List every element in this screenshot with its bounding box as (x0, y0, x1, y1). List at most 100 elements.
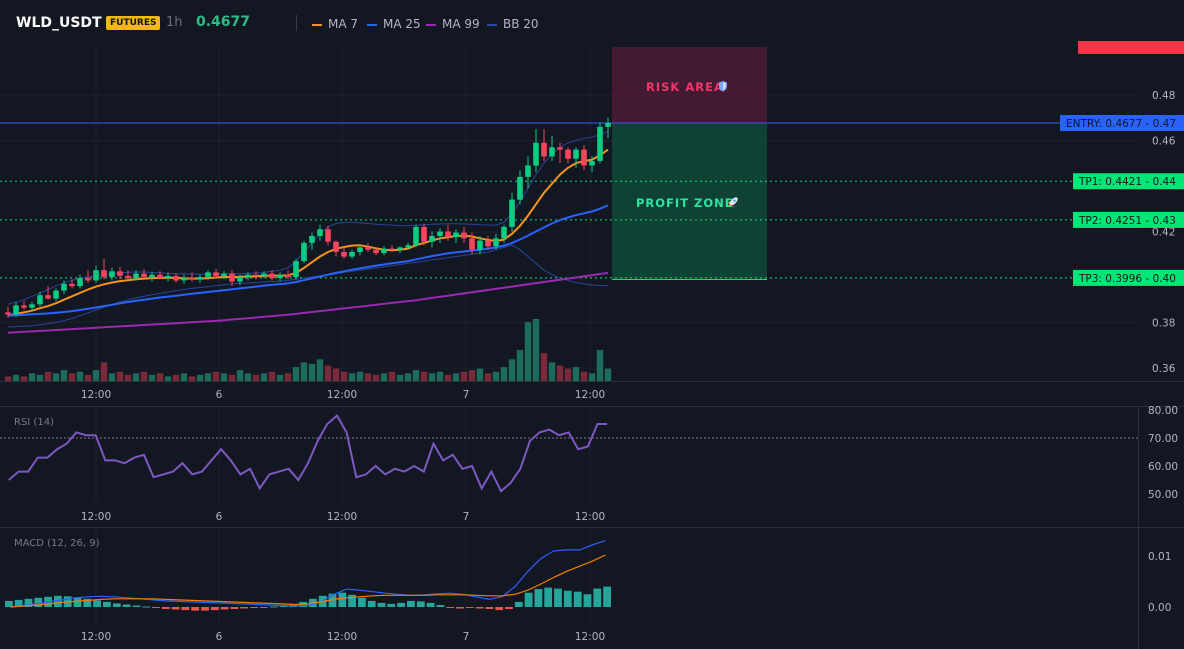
macd-histogram-bar (54, 595, 62, 607)
rsi-pane[interactable] (0, 414, 1138, 493)
macd-time-label: 12:00 (81, 631, 111, 643)
candle-body (565, 149, 571, 159)
macd-histogram-bar (103, 601, 111, 607)
volume-bar (276, 374, 284, 381)
legend-ma25[interactable]: MA 25 (367, 16, 421, 32)
volume-bar (596, 350, 604, 381)
candle-body (317, 229, 323, 236)
macd-histogram-bar (210, 607, 219, 611)
legend-ma25-label: MA 25 (383, 17, 421, 31)
macd-histogram-bar (14, 599, 23, 607)
candle-body (173, 275, 179, 281)
candle-body (357, 247, 363, 252)
macd-histogram-bar (573, 591, 582, 607)
volume-bar (348, 373, 356, 382)
macd-title: MACD (12, 26, 9) (14, 538, 100, 549)
candle-body (229, 273, 235, 282)
volume-bar (604, 368, 612, 381)
volume-bar (100, 362, 108, 381)
macd-histogram-bar (495, 607, 504, 611)
symbol-label[interactable]: WLD_USDT (16, 15, 102, 31)
volume-bar (324, 365, 332, 381)
volume-bar (20, 376, 28, 382)
candle-body (493, 238, 499, 247)
volume-bar (564, 368, 572, 381)
rsi-axis[interactable]: 80.00 70.00 60.00 50.00 (1148, 405, 1178, 501)
volume-bar (52, 373, 60, 382)
macd-histogram-bar (446, 607, 455, 608)
candle-body (349, 252, 355, 257)
profit-zone[interactable] (612, 124, 767, 279)
volume-bar (36, 374, 44, 381)
bb20-swatch (487, 23, 497, 26)
macd-histogram-bar (367, 600, 376, 607)
time-axes[interactable]: 12:00 6 12:00 7 12:00 12:00 6 12:00 7 12:00 12:00 6… (81, 389, 605, 643)
volume-bar (148, 374, 156, 381)
macd-time-label: 7 (463, 631, 470, 643)
candle-body (437, 231, 443, 236)
volume-bar (580, 371, 588, 381)
macd-histogram-bar (171, 607, 180, 610)
volume-bar (476, 368, 484, 381)
volume-bar (340, 371, 348, 381)
macd-histogram-bar (358, 597, 366, 607)
price-axis-label: 0.36 (1152, 363, 1176, 375)
candle-body (501, 226, 507, 239)
candle-body (205, 272, 211, 277)
macd-histogram-bar (505, 607, 513, 609)
risk-area-zone[interactable] (612, 47, 767, 124)
volume-bar (532, 319, 540, 381)
legend-bb20[interactable]: BB 20 (487, 16, 539, 32)
volume-bar (212, 371, 220, 381)
volume-bar (28, 373, 36, 382)
candle-body (365, 247, 371, 250)
macd-pane[interactable] (5, 540, 611, 611)
ma7-swatch (312, 23, 322, 26)
price-axis-label: 0.46 (1152, 136, 1176, 148)
volume-bar (60, 370, 68, 381)
entry-tag-text: ENTRY: 0.4677 - 0.47 (1066, 118, 1176, 130)
volume-bar (132, 373, 140, 382)
profit-zone-label: PROFIT ZONE (636, 196, 734, 210)
legend-ma99[interactable]: MA 99 (426, 16, 480, 32)
macd-time-label: 12:00 (575, 631, 605, 643)
volume-bar (556, 365, 564, 381)
candle-body (549, 147, 555, 157)
legend-ma7[interactable]: MA 7 (312, 16, 358, 32)
volume-bar (420, 371, 428, 381)
macd-histogram-bar (201, 607, 209, 611)
volume-bar (492, 371, 500, 381)
volume-bar (156, 373, 164, 382)
volume-bar (300, 362, 308, 381)
chart-header: WLD_USDT FUTURES 1h 0.4677 MA 7 MA 25 MA… (0, 0, 1184, 46)
tp2-tag-text: TP2: 0.4251 - 0.43 (1078, 215, 1176, 227)
candle-body (53, 290, 59, 299)
candlesticks[interactable] (5, 117, 611, 318)
volume-bar (44, 371, 52, 381)
macd-histogram-bar (259, 607, 268, 608)
macd-histogram-bar (377, 602, 386, 607)
macd-histogram-bar (524, 592, 533, 607)
price-axis[interactable]: 0.48 0.46 0.42 0.38 0.36 (1152, 90, 1176, 375)
candle-body (165, 275, 171, 279)
candle-body (557, 147, 563, 150)
candle-body (5, 312, 11, 315)
volume-bar (364, 373, 372, 382)
rsi-axis-label: 80.00 (1148, 405, 1178, 417)
macd-histogram-bar (269, 606, 278, 608)
candle-body (181, 278, 187, 281)
candle-body (581, 149, 587, 166)
macd-histogram-bar (93, 600, 101, 607)
rsi-time-label: 12:00 (327, 511, 357, 523)
volume-bar (284, 373, 292, 382)
candle-body (245, 274, 251, 277)
volume-bar (404, 373, 412, 382)
candle-body (301, 242, 307, 262)
price-time-label: 6 (216, 389, 223, 401)
macd-axis[interactable]: 0.01 0.00 (1148, 551, 1171, 614)
macd-histogram-bar (534, 589, 543, 607)
volume-bar (308, 363, 316, 381)
timeframe-label[interactable]: 1h (166, 15, 183, 30)
macd-histogram-bar (142, 606, 151, 608)
